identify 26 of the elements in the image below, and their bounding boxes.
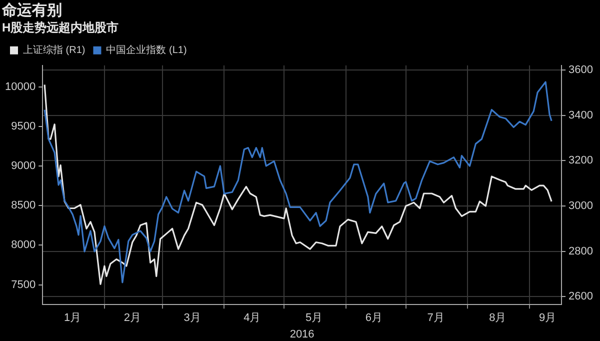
- y2-tick-label: 3400: [568, 109, 594, 122]
- y2-tick-label: 3600: [568, 64, 594, 76]
- x-tick-label: 6月: [365, 312, 382, 324]
- y-tick-label: 7500: [11, 278, 36, 291]
- x-axis-title: 2016: [290, 328, 314, 340]
- x-tick-label: 4月: [244, 312, 261, 324]
- legend-label: 上证综指 (R1): [23, 44, 86, 56]
- y-tick-label: 8500: [11, 200, 36, 212]
- legend-label: 中国企业指数 (L1): [106, 44, 187, 56]
- y-tick-label: 8000: [11, 239, 36, 252]
- chart-title: 命运有别: [1, 2, 62, 20]
- x-tick-label: 3月: [184, 312, 201, 324]
- y2-tick-label: 2800: [568, 245, 594, 258]
- x-tick-label: 5月: [305, 312, 323, 324]
- x-tick-label: 1月: [64, 312, 82, 324]
- y2-tick-label: 3000: [568, 200, 594, 212]
- y2-tick-label: 3200: [568, 154, 594, 167]
- x-tick-label: 9月: [538, 312, 556, 324]
- y-tick-label: 10000: [4, 80, 36, 93]
- y-tick-label: 9500: [11, 120, 36, 132]
- y-tick-label: 9000: [11, 160, 36, 172]
- x-tick-label: 8月: [489, 312, 506, 324]
- x-tick-label: 7月: [427, 312, 444, 324]
- chart-subtitle: H股走势远超内地股市: [2, 20, 119, 35]
- y2-tick-label: 2600: [568, 290, 594, 303]
- x-tick-label: 2月: [124, 312, 141, 324]
